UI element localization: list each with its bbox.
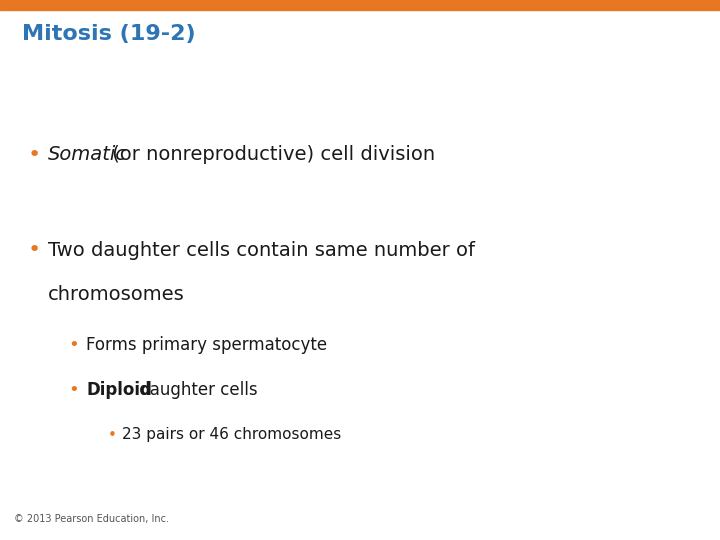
Text: chromosomes: chromosomes xyxy=(48,286,185,305)
Text: Two daughter cells contain same number of: Two daughter cells contain same number o… xyxy=(48,240,475,260)
Text: •: • xyxy=(68,336,78,354)
Text: Diploid: Diploid xyxy=(86,381,152,399)
Bar xyxy=(0,0,720,10)
Text: daughter cells: daughter cells xyxy=(134,381,258,399)
Text: 23 pairs or 46 chromosomes: 23 pairs or 46 chromosomes xyxy=(122,428,341,442)
Text: Forms primary spermatocyte: Forms primary spermatocyte xyxy=(86,336,327,354)
Text: © 2013 Pearson Education, Inc.: © 2013 Pearson Education, Inc. xyxy=(14,514,169,524)
Text: •: • xyxy=(28,145,41,165)
Text: (or nonreproductive) cell division: (or nonreproductive) cell division xyxy=(106,145,435,165)
Text: •: • xyxy=(28,240,41,260)
Text: •: • xyxy=(108,428,117,442)
Text: Somatic: Somatic xyxy=(48,145,127,165)
Text: •: • xyxy=(68,381,78,399)
Text: Mitosis (19-2): Mitosis (19-2) xyxy=(22,24,196,44)
